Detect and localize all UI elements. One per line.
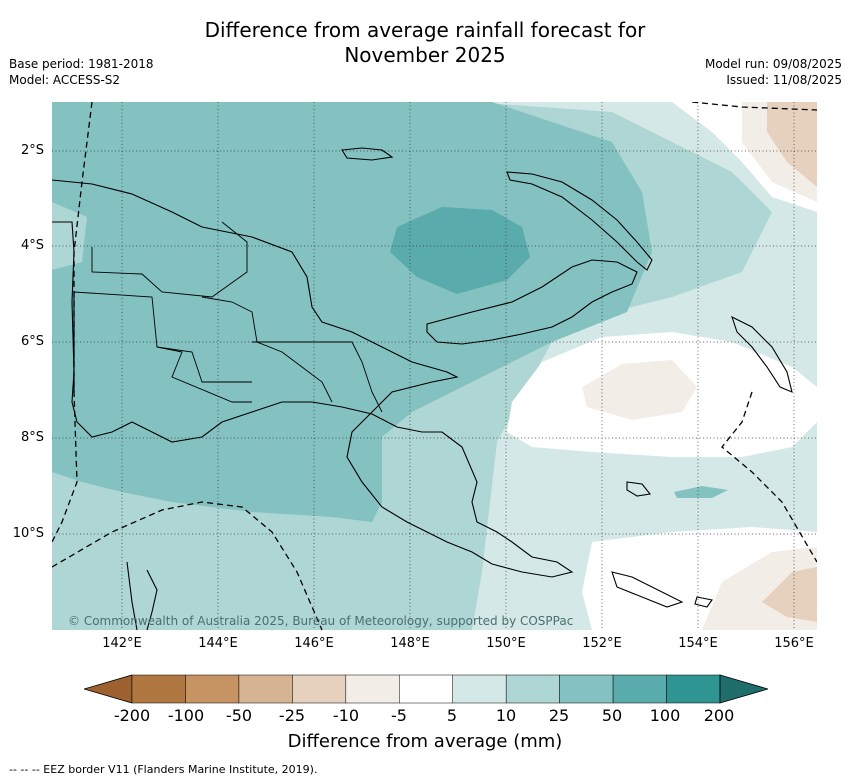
model-run: Model run: 09/08/2025 <box>704 57 842 71</box>
colorbar-cell <box>505 674 560 704</box>
colorbar-extend-low <box>84 674 133 704</box>
band-minus5-center <box>582 360 697 420</box>
band-10-25-west <box>52 202 87 270</box>
colorbar-label: 25 <box>548 706 570 725</box>
model-name: Model: ACCESS-S2 <box>9 73 121 87</box>
lon-label-148e: 148°E <box>390 636 430 651</box>
title-line-1: Difference from average rainfall forecas… <box>204 18 646 42</box>
colorbar-extend-high <box>719 674 768 704</box>
colorbar-label: -100 <box>167 706 205 725</box>
lon-label-156e: 156°E <box>774 636 814 651</box>
province-borders <box>73 221 383 413</box>
band-25-50-east <box>674 486 728 498</box>
title-line-2: November 2025 <box>344 43 506 67</box>
band-minus10-ne <box>767 102 817 187</box>
graticule <box>52 102 817 630</box>
lon-label-152e: 152°E <box>582 636 622 651</box>
colorbar-cell <box>292 674 347 704</box>
issued-date: Issued: 11/08/2025 <box>726 73 842 87</box>
colorbar-label: -200 <box>113 706 151 725</box>
colorbar <box>84 674 768 704</box>
rainfall-map <box>52 102 817 630</box>
colorbar-title: Difference from average (mm) <box>287 731 563 752</box>
lat-label-2s: 2°S <box>20 143 44 158</box>
colorbar-cell <box>399 674 453 704</box>
colorbar-label: -25 <box>278 706 306 725</box>
meta-left: Base period: 1981-2018 Model: ACCESS-S2 <box>9 56 154 88</box>
lon-label-142e: 142°E <box>102 636 142 651</box>
colorbar-label: -5 <box>391 706 407 725</box>
coastlines <box>52 147 793 630</box>
band-25-50 <box>52 102 652 522</box>
colorbar-cell <box>612 674 667 704</box>
lat-label-8s: 8°S <box>20 430 44 445</box>
colorbar-label: 200 <box>703 706 735 725</box>
band-50-100 <box>390 207 530 294</box>
colorbar-label: 50 <box>601 706 623 725</box>
lat-label-6s: 6°S <box>20 334 44 349</box>
eez-borders <box>52 102 817 630</box>
colorbar-cell <box>131 674 186 704</box>
colorbar-cells <box>84 674 768 704</box>
copyright-notice: © Commonwealth of Australia 2025, Bureau… <box>68 614 574 628</box>
eez-footer-note: -- -- -- EEZ border V11 (Flanders Marine… <box>9 763 318 776</box>
map-svg <box>52 102 817 630</box>
colorbar-label: 100 <box>649 706 681 725</box>
lon-label-144e: 144°E <box>198 636 238 651</box>
colorbar-cell <box>345 674 400 704</box>
base-period: Base period: 1981-2018 <box>9 57 154 71</box>
colorbar-cell <box>185 674 240 704</box>
colorbar-label: 5 <box>446 706 458 725</box>
map-title: Difference from average rainfall forecas… <box>0 18 850 68</box>
colorbar-label: -50 <box>225 706 253 725</box>
band-minus10-se <box>762 567 817 622</box>
lon-label-146e: 146°E <box>294 636 334 651</box>
colorbar-cell <box>559 674 614 704</box>
lat-label-4s: 4°S <box>20 238 44 253</box>
lon-label-154e: 154°E <box>678 636 718 651</box>
meta-right: Model run: 09/08/2025 Issued: 11/08/2025 <box>705 56 842 88</box>
colorbar-cell <box>238 674 293 704</box>
colorbar-label: 10 <box>495 706 517 725</box>
colorbar-cell <box>452 674 507 704</box>
lon-label-150e: 150°E <box>486 636 526 651</box>
colorbar-cell <box>666 674 721 704</box>
colorbar-label: -10 <box>332 706 360 725</box>
lat-label-10s: 10°S <box>12 526 44 541</box>
